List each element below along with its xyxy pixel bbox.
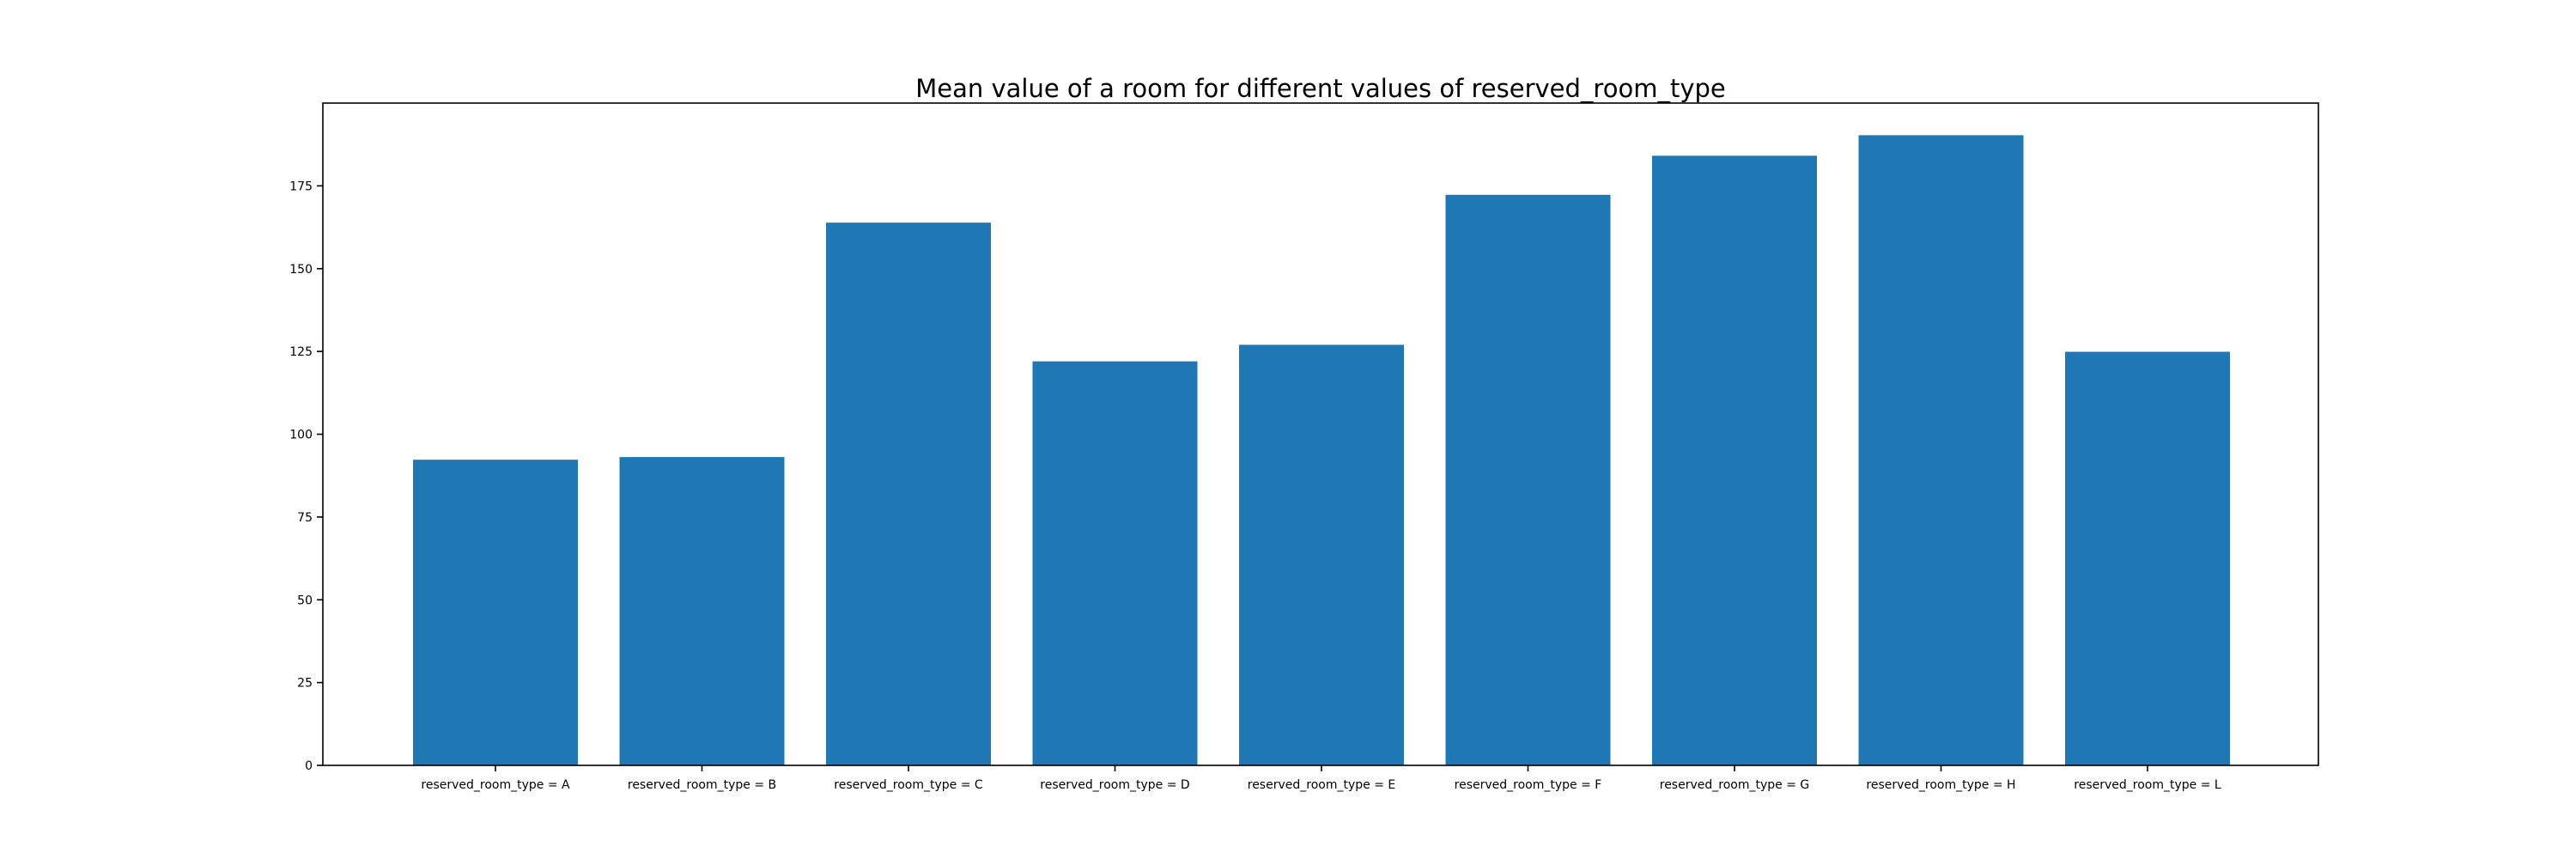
bar-b bbox=[619, 457, 785, 765]
x-axis: reserved_room_type = A reserved_room_type… bbox=[421, 765, 2221, 792]
y-axis: 0 25 50 75 100 125 150 175 bbox=[289, 180, 323, 773]
chart-title: Mean value of a room for different value… bbox=[915, 74, 1725, 103]
bar-h bbox=[1858, 135, 2024, 765]
bar-e bbox=[1239, 344, 1404, 765]
y-tick-label: 175 bbox=[289, 180, 313, 193]
y-tick-label: 150 bbox=[289, 263, 313, 277]
y-tick-label: 100 bbox=[289, 429, 313, 442]
y-tick-label: 50 bbox=[297, 594, 313, 607]
bar-f bbox=[1445, 194, 1611, 765]
y-tick-label: 0 bbox=[305, 759, 313, 773]
x-tick-label: reserved_room_type = A bbox=[421, 778, 570, 792]
x-tick-label: reserved_room_type = D bbox=[1040, 778, 1189, 792]
y-tick-label: 75 bbox=[297, 511, 313, 525]
bar-c bbox=[826, 222, 991, 765]
bars-group bbox=[413, 135, 2230, 765]
y-tick-label: 125 bbox=[289, 345, 313, 359]
x-tick-label: reserved_room_type = H bbox=[1866, 778, 2015, 792]
bar-i bbox=[2065, 351, 2230, 765]
x-tick-label: reserved_room_type = L bbox=[2074, 778, 2221, 792]
x-tick-label: reserved_room_type = E bbox=[1248, 778, 1395, 792]
bar-g bbox=[1652, 155, 1817, 765]
plot-area-frame bbox=[322, 102, 2319, 766]
y-tick-label: 25 bbox=[297, 677, 313, 691]
x-tick-label: reserved_room_type = C bbox=[834, 778, 983, 792]
x-tick-label: reserved_room_type = F bbox=[1455, 778, 1602, 792]
x-tick-label: reserved_room_type = G bbox=[1660, 778, 1809, 792]
bar-a bbox=[413, 460, 578, 765]
x-tick-label: reserved_room_type = B bbox=[628, 778, 776, 792]
bar-d bbox=[1032, 361, 1198, 765]
